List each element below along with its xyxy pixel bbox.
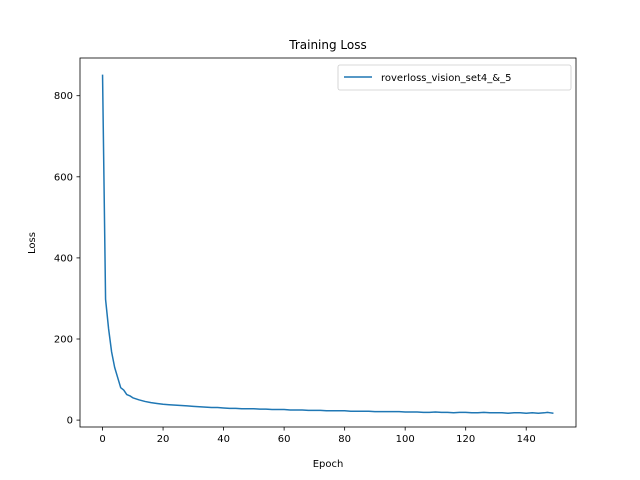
plot-frame <box>79 57 577 428</box>
y-axis-label: Loss <box>27 232 38 254</box>
legend: roverloss_vision_set4_&_5 <box>337 64 572 91</box>
legend-entry: roverloss_vision_set4_&_5 <box>381 73 511 84</box>
x-tick-label: 20 <box>157 434 170 445</box>
y-tick-label: 800 <box>54 91 73 102</box>
legend-box <box>337 64 572 91</box>
x-axis-ticks: 0 20 40 60 80 100 120 140 <box>99 427 536 445</box>
x-tick-label: 80 <box>338 434 351 445</box>
chart-title: Training Loss <box>288 38 366 52</box>
plot-area <box>101 74 554 414</box>
y-axis-ticks: 0 200 400 600 800 <box>54 91 80 427</box>
y-tick-label: 400 <box>54 253 73 264</box>
x-tick-label: 140 <box>517 434 536 445</box>
x-tick-label: 100 <box>396 434 415 445</box>
y-tick-label: 0 <box>67 416 73 427</box>
x-tick-label: 0 <box>99 434 105 445</box>
series-line <box>101 74 554 414</box>
x-tick-label: 40 <box>217 434 230 445</box>
y-tick-label: 200 <box>54 335 73 346</box>
x-axis-label: Epoch <box>313 459 344 470</box>
x-tick-label: 120 <box>456 434 475 445</box>
y-tick-label: 600 <box>54 172 73 183</box>
x-tick-label: 60 <box>278 434 291 445</box>
